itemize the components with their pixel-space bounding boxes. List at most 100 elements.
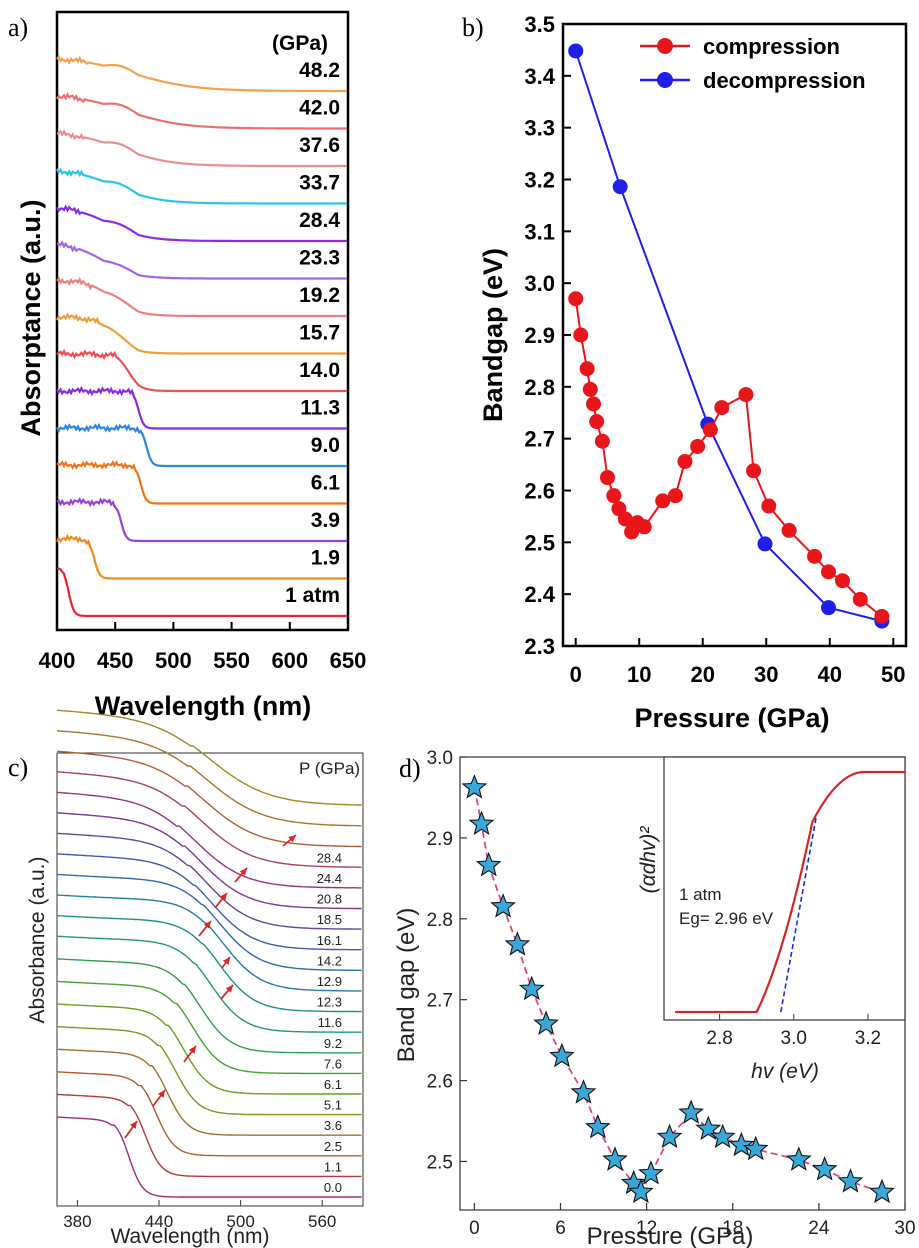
panel-d-x-tick-label: 18	[722, 1218, 743, 1239]
panel-d-inset: 2.8 3.0 3.2 1 atm Eg= 2.96 eV hv (eV) (αdh…	[637, 756, 906, 1083]
panel-a-curve	[56, 533, 347, 580]
panel-a-curve-label: 37.6	[299, 134, 340, 157]
panel-a-xlabel: Wavelength (nm)	[95, 691, 312, 721]
panel-b-x-tick-label: 50	[881, 662, 905, 687]
panel-d-y-tick-label: 2.9	[427, 829, 453, 850]
panel-a-curve	[56, 385, 347, 430]
inset-curve	[675, 770, 905, 1014]
panel-c-arrow-head	[130, 1121, 137, 1129]
panel-c-curve	[56, 1003, 362, 1095]
panel-a-curve-label: 42.0	[299, 97, 340, 120]
panel-a-curve	[56, 423, 347, 468]
panel-c-curve-label: 0.0	[324, 1180, 342, 1195]
inset-x-tick-label: 2.8	[706, 1028, 732, 1049]
panel-a-x-tick-label: 650	[330, 648, 367, 673]
panel-d-x-tick-label: 0	[469, 1218, 480, 1239]
panel-a-x-tick-label: 550	[213, 648, 250, 673]
panel-b-ticks: 2.3 2.4 2.5 2.6 2.7 2.8 2.9 3.0 3.1 3.2 3.3 3.4 3.5 0…	[524, 12, 905, 687]
panel-a-curve-label: 23.3	[299, 247, 340, 270]
panel-b-y-tick-label: 2.9	[524, 323, 555, 348]
panel-c-curve	[56, 980, 362, 1075]
panel-d-y-tick-label: 3.0	[427, 748, 453, 769]
panel-b-point	[599, 470, 615, 486]
panel-d-ticks: 2.5 2.6 2.7 2.8 2.9 3.0 0 6 12 18 24 30	[427, 748, 916, 1239]
panel-b-point	[852, 591, 868, 607]
panel-d-label: d)	[399, 754, 421, 783]
panel-b-point	[714, 400, 730, 416]
panel-b-point	[690, 438, 706, 454]
panel-b-y-tick-label: 2.4	[524, 582, 555, 607]
panel-a-curve	[56, 129, 347, 168]
panel-c-curve	[56, 791, 362, 889]
panel-b-legend: compression decompression	[640, 34, 866, 93]
panel-a-unit-label: (GPa)	[272, 32, 328, 55]
panel-a-curve	[56, 348, 347, 393]
panel-b-y-tick-label: 3.0	[524, 271, 555, 296]
panel-a-frame	[55, 10, 350, 632]
panel-b-point	[606, 488, 622, 504]
panel-d-star-point	[811, 1156, 838, 1181]
panel-b-series	[568, 43, 890, 629]
panel-d-x-tick-label: 12	[636, 1218, 657, 1239]
panel-b-point	[757, 536, 773, 552]
panel-a-curve-label: 19.2	[299, 284, 340, 307]
inset-fit-line	[780, 817, 817, 1013]
panel-a-ylabel: Absorptance (a.u.)	[16, 199, 46, 436]
panel-c-curve	[56, 958, 362, 1054]
panel-d-star-point	[570, 1079, 597, 1104]
panel-a-curve	[56, 167, 347, 205]
panel-c-arrow-head	[288, 835, 296, 843]
panel-d-star-point	[628, 1178, 654, 1204]
panel-b-point	[781, 522, 797, 538]
panel-c-x-tick-label: 380	[63, 1212, 91, 1231]
panel-c-curve	[56, 1116, 362, 1198]
panel-a-curve	[56, 204, 347, 243]
panel-c-curve	[56, 750, 362, 848]
panel-b-point	[612, 179, 628, 195]
panel-c-curve-label: 24.4	[317, 871, 342, 886]
panel-d-star-point	[656, 1123, 683, 1149]
legend-decompression-text: decompression	[703, 68, 866, 93]
inset-annotation-pressure: 1 atm	[679, 885, 722, 904]
panel-a-curve	[56, 496, 347, 543]
panel-c-xlabel: Wavelength (nm)	[110, 1225, 269, 1248]
panel-c-curve	[56, 1025, 362, 1116]
panel-b-x-tick-label: 10	[627, 662, 651, 687]
panel-c-x-tick-label: 440	[145, 1212, 173, 1231]
panel-b-series-line	[574, 50, 883, 623]
panel-d-star-point	[695, 1115, 722, 1141]
panel-a-curve-labels: 1 atm 1.9 3.9 6.1 9.0 11.3 14.0 15.7 19.2 23.3 28.…	[285, 59, 340, 607]
panel-c-curve	[56, 1071, 362, 1157]
panel-b-point	[568, 291, 584, 307]
panel-b-point	[874, 608, 890, 624]
panel-a-curve-label: 3.9	[311, 509, 340, 532]
panel-b-x-tick-label: 30	[754, 662, 778, 687]
panel-b-y-tick-label: 3.1	[524, 219, 555, 244]
panel-c-curve-label: 12.9	[317, 974, 342, 989]
panel-d-star-point	[468, 810, 495, 836]
panel-d-star-point	[728, 1131, 755, 1157]
panel-b-y-tick-label: 2.3	[524, 634, 555, 659]
panel-d-y-tick-label: 2.8	[427, 910, 453, 931]
panel-d-y-tick-label: 2.5	[427, 1152, 453, 1173]
panel-a-curve-label: 15.7	[299, 322, 340, 345]
panel-a-x-tick-label: 450	[97, 648, 134, 673]
panel-d-star-point	[504, 931, 531, 956]
panel-d-xlabel: Pressure (GPa)	[587, 1223, 754, 1248]
panel-b-y-tick-label: 2.7	[524, 427, 555, 452]
panel-a: a) 1 atm 1.9 3.9 6.1 9.0 11.3 14.0 15.7 19.2 23.3…	[8, 10, 367, 721]
panel-a-curve-label: 48.2	[299, 59, 340, 82]
panel-a-curve-label: 33.7	[299, 172, 340, 195]
inset-frame	[663, 756, 906, 1021]
panel-c-curve-label: 14.2	[317, 953, 342, 968]
panel-c-curve	[56, 935, 362, 1033]
panel-b-series-line	[574, 298, 883, 618]
panel-b-y-tick-label: 2.5	[524, 530, 555, 555]
panel-c-curve	[56, 832, 362, 930]
panel-d-star-point	[709, 1123, 736, 1149]
panel-c-curve	[56, 730, 362, 827]
panel-d-x-tick-label: 6	[555, 1218, 566, 1239]
panel-d-star-point	[785, 1146, 812, 1171]
panel-a-curve-label: 9.0	[311, 434, 340, 457]
inset-x-tick-label: 3.0	[781, 1028, 807, 1049]
